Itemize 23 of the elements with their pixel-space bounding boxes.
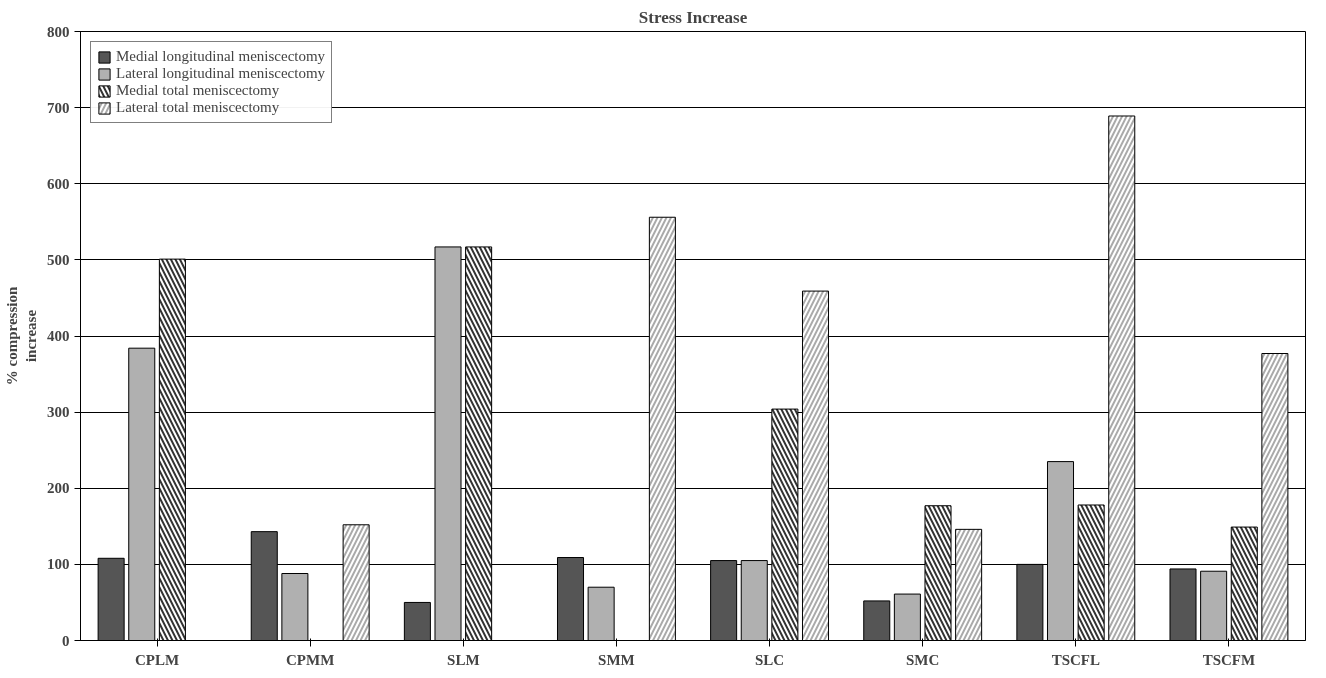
chart-title: Stress Increase <box>638 7 748 27</box>
x-tick-label: SLM <box>447 651 480 668</box>
x-tick-label: SMM <box>598 651 635 668</box>
y-tick-label: 400 <box>47 328 70 344</box>
x-tick-label: TSCFL <box>1051 651 1100 668</box>
legend-label: Medial total meniscectomy <box>116 82 280 99</box>
x-tick-label: SMC <box>906 651 940 668</box>
y-tick-label: 0 <box>62 632 70 649</box>
y-tick-label: 700 <box>47 99 70 116</box>
x-tick-label: CPMM <box>286 651 335 668</box>
legend-label: Medial longitudinal meniscectomy <box>116 48 326 65</box>
legend-label: Lateral total meniscectomy <box>116 99 280 116</box>
y-tick-label: 200 <box>47 480 70 497</box>
y-tick-label: 300 <box>47 404 70 421</box>
x-tick-label: TSCFM <box>1202 651 1256 668</box>
y-tick-label: 100 <box>47 556 70 573</box>
legend-label: Lateral longitudinal meniscectomy <box>116 65 326 82</box>
x-tick-label: SLC <box>754 651 785 668</box>
y-tick-label: 800 <box>47 23 70 40</box>
y-axis-title: % compression increase <box>3 286 39 386</box>
y-tick-label: 600 <box>47 175 70 192</box>
x-tick-label: CPLM <box>134 651 180 668</box>
y-tick-label: 500 <box>47 251 70 268</box>
